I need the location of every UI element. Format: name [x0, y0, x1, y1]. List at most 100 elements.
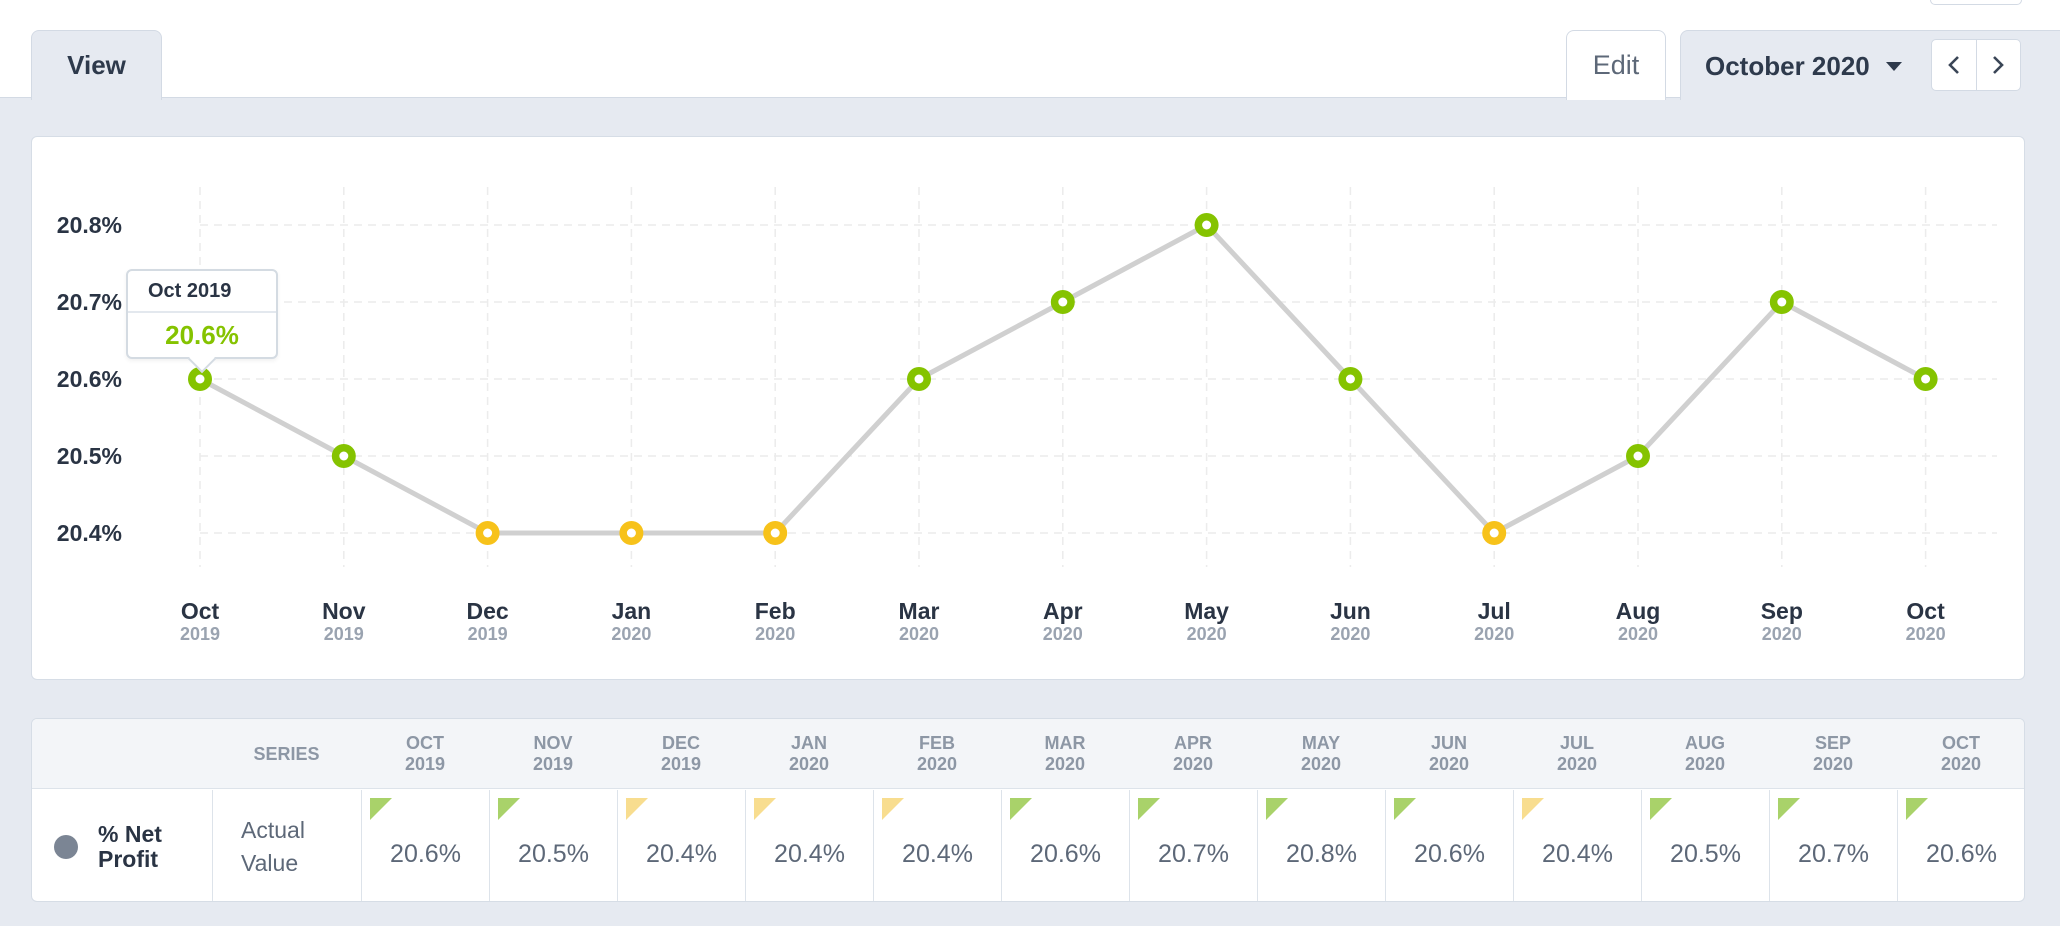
caret-down-icon — [1885, 61, 1902, 71]
chevron-left-icon — [1947, 56, 1959, 74]
date-picker-group: October 2020 — [1680, 30, 2060, 100]
data-point-center — [1489, 528, 1499, 538]
data-table: SERIES OCT 2019 NOV 2019 DEC 2019 JAN 2020 FEB 20… — [31, 718, 2025, 902]
column-header-year: 2019 — [532, 754, 574, 774]
column-header: NOV 2019 — [489, 719, 617, 789]
column-header-year: 2020 — [1940, 754, 1982, 774]
x-tick-year: 2020 — [1762, 624, 1802, 644]
chevron-right-icon — [1993, 56, 2005, 74]
edit-button[interactable]: Edit — [1566, 30, 1666, 100]
partial-button[interactable] — [1930, 0, 2022, 5]
column-header: SEP 2020 — [1769, 719, 1897, 789]
value-cell: 20.4% — [745, 790, 873, 901]
status-flag-icon — [1010, 798, 1032, 820]
column-header-month: MAR — [1044, 733, 1086, 753]
cell-value: 20.4% — [1542, 840, 1613, 868]
x-tick-year: 2019 — [324, 624, 364, 644]
value-cell: 20.4% — [1513, 790, 1641, 901]
column-header-month: AUG — [1685, 733, 1725, 753]
next-month-button[interactable] — [1975, 40, 2021, 90]
x-tick-month: Sep — [1761, 598, 1803, 624]
column-header: APR 2020 — [1129, 719, 1257, 789]
column-header: OCT 2020 — [1897, 719, 2024, 789]
data-point-center — [770, 528, 780, 538]
column-header-month: OCT — [1942, 733, 1980, 753]
y-tick-label: 20.4% — [57, 520, 122, 546]
month-select-label: October 2020 — [1705, 50, 1870, 81]
data-point-center — [1633, 451, 1643, 461]
value-cell: 20.6% — [1385, 790, 1513, 901]
series-label-line2: Value — [241, 849, 299, 876]
column-header: DEC 2019 — [617, 719, 745, 789]
prev-month-button[interactable] — [1932, 40, 1976, 90]
column-header-month: NOV — [533, 733, 573, 753]
status-flag-icon — [498, 798, 520, 820]
cell-value: 20.6% — [1926, 840, 1997, 868]
data-point-center — [1058, 297, 1068, 307]
chart-card: 20.8% 20.7% 20.6% 20.5% 20.4% Oct 2019 Nov 2019 D… — [31, 136, 2025, 680]
x-tick-month: Apr — [1043, 598, 1083, 624]
status-flag-icon — [370, 798, 392, 820]
x-tick-year: 2020 — [1043, 624, 1083, 644]
series-cell: Actual Value — [212, 790, 361, 901]
x-tick-year: 2020 — [755, 624, 795, 644]
data-point-center — [339, 451, 349, 461]
cell-value: 20.4% — [646, 840, 717, 868]
column-header-year: 2020 — [1556, 754, 1598, 774]
series-label-line1: Actual — [241, 816, 305, 843]
series-color-dot — [54, 834, 78, 859]
line-chart: 20.8%20.7%20.6%20.5%20.4%Oct2019Nov2019D… — [57, 187, 1997, 644]
table-row: % Net Profit Actual Value 20.6% 20.5% 20.4… — [32, 790, 2024, 901]
column-header-year: 2020 — [1300, 754, 1342, 774]
status-flag-icon — [1906, 798, 1928, 820]
column-header: AUG 2020 — [1641, 719, 1769, 789]
status-flag-icon — [882, 798, 904, 820]
data-point-center — [1921, 374, 1931, 384]
metric-cell: % Net Profit — [32, 790, 212, 901]
tab-view[interactable]: View — [31, 30, 162, 100]
column-header-year: 2019 — [660, 754, 702, 774]
column-header-month: JAN — [790, 733, 827, 753]
value-cell: 20.4% — [873, 790, 1001, 901]
column-header: JAN 2020 — [745, 719, 873, 789]
cell-value: 20.4% — [774, 840, 845, 868]
cell-value: 20.6% — [390, 840, 461, 868]
status-flag-icon — [1778, 798, 1800, 820]
status-flag-icon — [1266, 798, 1288, 820]
month-select[interactable]: October 2020 — [1705, 31, 1902, 101]
column-header-month: APR — [1173, 733, 1212, 753]
value-cell: 20.6% — [361, 790, 489, 901]
column-header-month: DEC — [661, 733, 700, 753]
cell-value: 20.5% — [1670, 840, 1741, 868]
column-header-year: 2020 — [916, 754, 958, 774]
status-flag-icon — [1138, 798, 1160, 820]
data-point-center — [914, 374, 924, 384]
x-tick-year: 2020 — [611, 624, 651, 644]
column-header-month: OCT — [406, 733, 444, 753]
x-tick-year: 2019 — [180, 624, 220, 644]
status-flag-icon — [1394, 798, 1416, 820]
x-tick-year: 2020 — [1330, 624, 1370, 644]
cell-value: 20.5% — [518, 840, 589, 868]
value-cell: 20.4% — [617, 790, 745, 901]
x-tick-month: Mar — [899, 598, 940, 624]
column-header: JUL 2020 — [1513, 719, 1641, 789]
column-header: MAY 2020 — [1257, 719, 1385, 789]
cell-value: 20.6% — [1414, 840, 1485, 868]
data-point-center — [195, 374, 205, 384]
x-tick-year: 2020 — [1906, 624, 1946, 644]
column-header-year: 2020 — [1044, 754, 1086, 774]
value-cell: 20.7% — [1129, 790, 1257, 901]
column-header-month: MAY — [1301, 733, 1341, 753]
status-flag-icon — [1650, 798, 1672, 820]
x-tick-month: Oct — [1906, 598, 1945, 624]
x-tick-year: 2019 — [468, 624, 508, 644]
data-point-center — [1202, 220, 1212, 230]
column-header-month: JUL — [1559, 733, 1594, 753]
x-tick-year: 2020 — [1474, 624, 1514, 644]
column-header: MAR 2020 — [1001, 719, 1129, 789]
cell-value: 20.6% — [1030, 840, 1101, 868]
data-point-center — [626, 528, 636, 538]
tooltip-value: 20.6% — [165, 319, 239, 350]
data-point-center — [1777, 297, 1787, 307]
